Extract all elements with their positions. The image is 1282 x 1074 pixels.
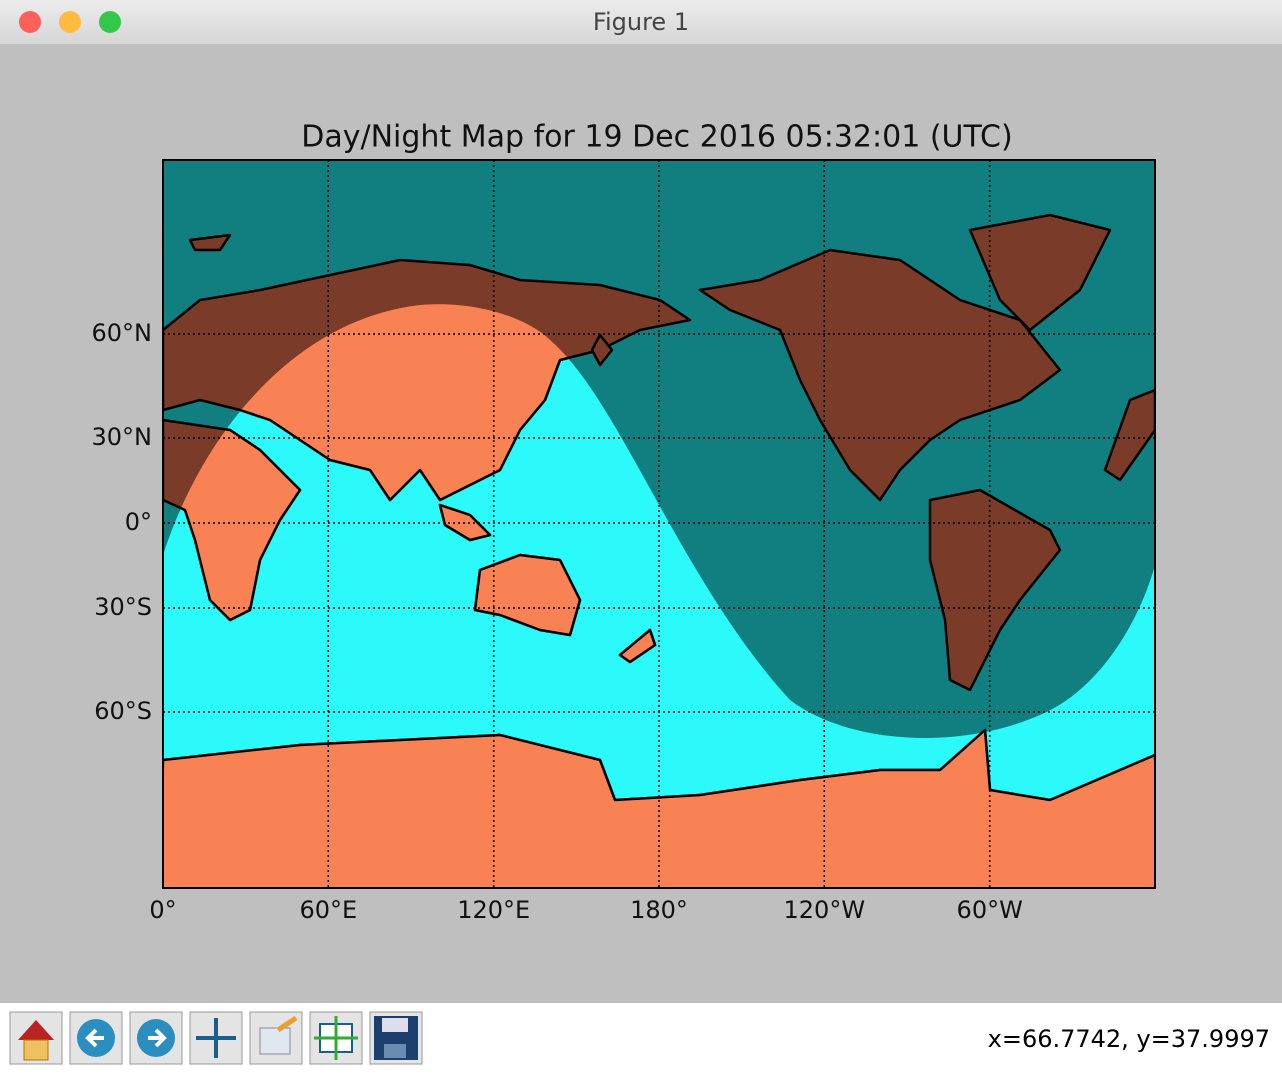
y-tick-label: 30°N [92, 423, 153, 451]
back-button[interactable] [69, 1011, 123, 1065]
x-tick-label: 120°E [457, 896, 530, 924]
y-tick-label: 0° [125, 508, 152, 536]
grid [163, 160, 1155, 888]
plot-title: Day/Night Map for 19 Dec 2016 05:32:01 (… [301, 120, 1012, 155]
home-button[interactable] [9, 1011, 63, 1065]
plot-frame [162, 159, 1156, 889]
save-button[interactable] [369, 1011, 423, 1065]
x-tick-label: 120°W [784, 896, 866, 924]
forward-button[interactable] [129, 1011, 183, 1065]
window-title: Figure 1 [593, 8, 689, 36]
title-bar [0, 0, 1282, 44]
close-button[interactable] [19, 11, 41, 33]
minimize-button[interactable] [59, 11, 81, 33]
x-tick-label: 0° [149, 896, 176, 924]
status-coordinates: x=66.7742, y=37.9997 [988, 1025, 1270, 1053]
y-tick-label: 30°S [94, 593, 152, 621]
pan-button[interactable] [189, 1011, 243, 1065]
zoom-rect-button[interactable] [249, 1011, 303, 1065]
y-tick-labels: 60°N 30°N 0° 30°S 60°S [92, 319, 153, 725]
x-tick-label: 60°W [957, 896, 1023, 924]
subplots-button[interactable] [309, 1011, 363, 1065]
x-tick-label: 180° [630, 896, 688, 924]
y-tick-label: 60°S [94, 697, 152, 725]
zoom-button[interactable] [99, 11, 121, 33]
x-tick-labels: 0° 60°E 120°E 180° 120°W 60°W [149, 896, 1022, 924]
y-tick-label: 60°N [92, 319, 153, 347]
map [163, 160, 1155, 888]
x-tick-label: 60°E [299, 896, 357, 924]
